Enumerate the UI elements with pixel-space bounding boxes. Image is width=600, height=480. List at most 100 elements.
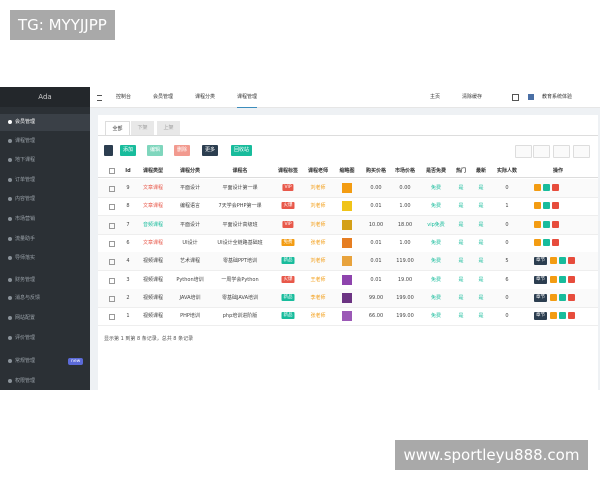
toolbar-button[interactable]: 添加 <box>120 145 137 156</box>
cell: 0 <box>505 313 509 320</box>
action-button[interactable] <box>534 184 541 191</box>
checkbox[interactable] <box>109 240 115 247</box>
checkbox[interactable] <box>109 314 115 321</box>
tool-button[interactable] <box>573 145 590 158</box>
toolbar-button[interactable]: 更多 <box>202 145 219 156</box>
toolbar-button[interactable]: 编辑 <box>147 145 164 156</box>
nav-tab[interactable]: 课程分类 <box>195 94 216 100</box>
checkbox[interactable] <box>109 222 115 229</box>
action-button[interactable] <box>550 293 557 301</box>
sidebar-item[interactable]: 内容管理 <box>0 191 90 208</box>
cell: 8 <box>126 203 130 210</box>
sidebar-item[interactable]: 权限管理 <box>0 373 90 390</box>
action-button[interactable] <box>568 312 575 320</box>
tool-button[interactable] <box>553 145 570 158</box>
action-button[interactable] <box>568 257 575 265</box>
action-button[interactable] <box>559 312 566 320</box>
checkbox[interactable] <box>109 168 115 174</box>
cell: 刘老师 <box>310 221 326 228</box>
cell: 1.00 <box>399 239 411 246</box>
checkbox[interactable] <box>109 204 115 211</box>
cell: 王老师 <box>310 276 326 283</box>
action-button[interactable] <box>559 293 566 301</box>
sidebar-item[interactable]: 财务管理 <box>0 272 90 289</box>
tab[interactable]: 全部 <box>105 121 130 136</box>
chapter-button[interactable]: 章节 <box>534 312 547 321</box>
action-button[interactable] <box>534 202 541 210</box>
chapter-button[interactable]: 章节 <box>534 257 547 266</box>
cell: 7 <box>126 221 130 228</box>
sidebar-item[interactable]: 地下课程 <box>0 152 90 169</box>
cell: 0.00 <box>399 185 411 191</box>
nav-link[interactable]: 主页 <box>430 94 441 100</box>
column-header: 缩略图 <box>339 168 355 174</box>
sidebar-item[interactable]: 消息与反馈 <box>0 290 90 307</box>
nav-icon <box>528 94 534 100</box>
cell: 平面设计 <box>179 185 201 191</box>
chapter-button[interactable]: 章节 <box>534 293 547 302</box>
nav-tab[interactable]: 控制台 <box>116 94 132 100</box>
sidebar-item[interactable]: 市场营销 <box>0 211 90 228</box>
checkbox[interactable] <box>109 277 115 284</box>
action-button[interactable] <box>552 184 559 191</box>
action-button[interactable] <box>550 312 557 320</box>
action-button[interactable] <box>559 275 566 283</box>
sidebar-icon <box>8 158 12 162</box>
cell: 刘老师 <box>310 185 326 191</box>
cell: 免费 <box>430 276 442 283</box>
tab[interactable]: 下架 <box>131 121 154 135</box>
sidebar-item[interactable]: 常规管理 new <box>0 353 90 370</box>
nav-tab[interactable]: 课程管理 <box>237 87 258 108</box>
sidebar-item[interactable]: 课程管理 <box>0 133 90 150</box>
tab[interactable]: 上架 <box>157 121 180 135</box>
tool-button[interactable] <box>533 145 550 158</box>
action-button[interactable] <box>550 275 557 283</box>
cell: 免费 <box>430 203 442 210</box>
sidebar-item[interactable]: 订单管理 <box>0 172 90 189</box>
action-button[interactable] <box>568 293 575 301</box>
sidebar-item[interactable]: 网站配置 <box>0 310 90 327</box>
action-button[interactable] <box>534 238 541 246</box>
column-header: 市场价格 <box>394 168 416 174</box>
action-button[interactable] <box>552 202 559 210</box>
cell: 0 <box>505 185 509 191</box>
action-button[interactable] <box>534 220 541 228</box>
action-button[interactable] <box>543 220 550 228</box>
toolbar-button[interactable]: 回收站 <box>231 145 253 156</box>
cell: 6 <box>505 276 509 283</box>
action-button[interactable] <box>543 184 550 191</box>
checkbox[interactable] <box>109 186 115 192</box>
checkbox[interactable] <box>109 295 115 302</box>
column-header: 实际人数 <box>496 168 518 174</box>
action-button[interactable] <box>559 257 566 265</box>
nav-tab[interactable]: 会员管理 <box>153 94 174 100</box>
nav-link[interactable]: 清除缓存 <box>462 94 483 100</box>
sidebar-label: 订单管理 <box>15 177 36 183</box>
column-header: 是否免费 <box>425 168 447 174</box>
sidebar-icon <box>8 217 12 221</box>
cell: 是 <box>458 185 464 191</box>
toolbar-button[interactable]: 删除 <box>174 145 191 156</box>
action-button[interactable] <box>543 202 550 210</box>
cell: 18.00 <box>397 221 413 228</box>
column-header: 课程分类 <box>179 168 201 174</box>
sidebar-item[interactable]: 流量助手 <box>0 231 90 248</box>
action-button[interactable] <box>552 238 559 246</box>
sidebar-item[interactable]: 评价管理 <box>0 330 90 347</box>
sidebar-icon <box>8 256 12 260</box>
cell: 是 <box>458 239 464 246</box>
nav-link[interactable]: 教育系统体验 <box>542 94 573 100</box>
refresh-button[interactable] <box>104 145 113 156</box>
action-button[interactable] <box>552 220 559 228</box>
action-button[interactable] <box>543 238 550 246</box>
cell: 是 <box>458 258 464 265</box>
sidebar-item[interactable]: 会员管理 <box>0 114 90 131</box>
sidebar-item[interactable]: 导师落实 <box>0 250 90 267</box>
chapter-button[interactable]: 章节 <box>534 275 547 284</box>
tool-button[interactable] <box>515 145 532 158</box>
cell: 7天学会PHP第一课 <box>218 203 262 210</box>
action-button[interactable] <box>550 257 557 265</box>
action-button[interactable] <box>568 275 575 283</box>
checkbox[interactable] <box>109 259 115 266</box>
